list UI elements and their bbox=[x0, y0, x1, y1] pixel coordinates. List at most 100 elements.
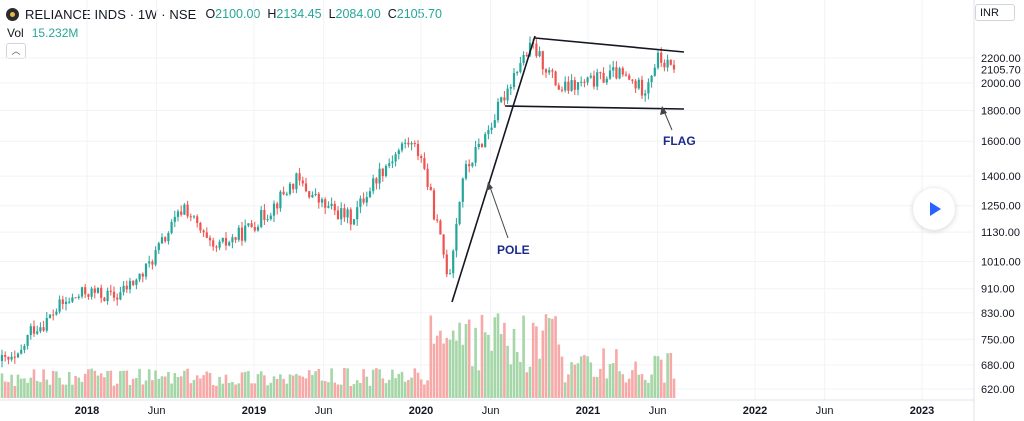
symbol-title[interactable]: RELIANCE INDS · 1W · NSE bbox=[25, 6, 197, 22]
candle-body bbox=[80, 287, 84, 297]
time-tick-label: 2022 bbox=[743, 405, 767, 417]
volume-bar bbox=[499, 334, 503, 398]
candle-body bbox=[352, 219, 356, 225]
volume-bar bbox=[205, 371, 209, 398]
volume-bar bbox=[93, 370, 97, 398]
candle-body bbox=[484, 134, 487, 148]
candle-body bbox=[272, 203, 276, 216]
candle-body bbox=[167, 233, 170, 242]
volume-bar bbox=[112, 385, 116, 398]
candle-body bbox=[669, 59, 672, 65]
play-replay-button[interactable] bbox=[913, 188, 955, 230]
volume-bar bbox=[541, 330, 545, 398]
candle-body bbox=[413, 143, 416, 145]
candle-body bbox=[404, 142, 407, 144]
candle-body bbox=[589, 75, 592, 78]
candle-body bbox=[189, 216, 192, 218]
candle-body bbox=[279, 191, 282, 209]
volume-bar bbox=[435, 335, 439, 398]
volume-bar bbox=[304, 378, 308, 398]
volume-bar bbox=[640, 374, 644, 398]
volume-bar bbox=[157, 378, 161, 398]
volume-bar bbox=[135, 378, 138, 398]
candle-body bbox=[330, 203, 333, 206]
volume-bar bbox=[416, 372, 420, 398]
volume-bar bbox=[115, 383, 119, 398]
volume-bar bbox=[269, 382, 273, 398]
volume-bar bbox=[80, 381, 84, 398]
volume-bar bbox=[528, 366, 532, 398]
volume-bar bbox=[666, 353, 669, 398]
volume-bar bbox=[195, 375, 199, 398]
candle-body bbox=[519, 63, 522, 72]
candle-body bbox=[496, 101, 500, 121]
candle-body bbox=[48, 314, 52, 319]
volume-bar bbox=[442, 343, 445, 398]
high-label: H bbox=[267, 7, 277, 21]
candle-body bbox=[439, 220, 442, 235]
volume-bar bbox=[288, 374, 292, 398]
candle-body bbox=[157, 243, 160, 251]
candle-body bbox=[205, 232, 208, 238]
volume-label: Vol bbox=[7, 26, 24, 40]
volume-bar bbox=[419, 379, 423, 398]
volume-bar bbox=[224, 374, 228, 398]
candle-body bbox=[176, 211, 180, 217]
candle-body bbox=[20, 349, 23, 354]
candle-body bbox=[570, 80, 573, 91]
candle-body bbox=[480, 143, 484, 148]
volume-bar bbox=[506, 345, 509, 398]
annotations: POLE FLAG bbox=[486, 106, 696, 257]
candle-body bbox=[634, 80, 637, 89]
volume-bar bbox=[77, 377, 81, 398]
candle-body bbox=[525, 54, 528, 56]
candle-body bbox=[10, 356, 13, 360]
volume-bar bbox=[397, 373, 401, 398]
volume-bar bbox=[330, 368, 333, 398]
candle-body bbox=[490, 127, 493, 130]
candle-body bbox=[215, 246, 218, 248]
candle-body bbox=[458, 201, 461, 224]
price-tick-label: 830.00 bbox=[981, 308, 1015, 320]
candle-body bbox=[109, 290, 112, 292]
volume-bar bbox=[535, 326, 538, 398]
candle-body bbox=[548, 70, 551, 73]
volume-bar bbox=[333, 382, 337, 398]
volume-bar bbox=[186, 368, 189, 398]
volume-bar bbox=[426, 380, 429, 398]
volume-bar bbox=[323, 381, 327, 398]
candle-body bbox=[407, 142, 410, 145]
candle-body bbox=[212, 240, 215, 247]
volume-bar bbox=[339, 384, 343, 398]
candle-body bbox=[285, 193, 288, 195]
volume-bar bbox=[471, 366, 474, 398]
candle-body bbox=[436, 219, 439, 221]
volume-bar bbox=[423, 384, 426, 398]
volume-bar bbox=[608, 364, 612, 398]
volume-bar bbox=[394, 378, 397, 398]
volume-bar bbox=[480, 314, 484, 398]
candle-body bbox=[42, 327, 45, 331]
candle-body bbox=[260, 209, 263, 227]
candle-body bbox=[343, 208, 346, 218]
chart-grid bbox=[0, 0, 974, 400]
volume-bar bbox=[45, 379, 49, 398]
candle-body bbox=[183, 204, 186, 215]
currency-selector[interactable]: INR bbox=[975, 4, 1015, 21]
candle-body bbox=[282, 191, 285, 195]
volume-bar bbox=[634, 361, 637, 398]
volume-bar bbox=[282, 378, 285, 398]
candle-body bbox=[298, 173, 301, 181]
volume-bar bbox=[672, 378, 676, 398]
time-tick-label: 2020 bbox=[409, 405, 433, 417]
candle-body bbox=[378, 168, 381, 184]
volume-bar bbox=[461, 344, 465, 398]
volume-bar bbox=[151, 380, 154, 398]
candle-body bbox=[471, 162, 474, 167]
price-tick-label: 750.00 bbox=[981, 334, 1015, 346]
volume-bar bbox=[128, 384, 132, 398]
candle-body bbox=[445, 254, 448, 275]
volume-bar bbox=[253, 383, 257, 398]
volume-bar bbox=[189, 383, 193, 398]
